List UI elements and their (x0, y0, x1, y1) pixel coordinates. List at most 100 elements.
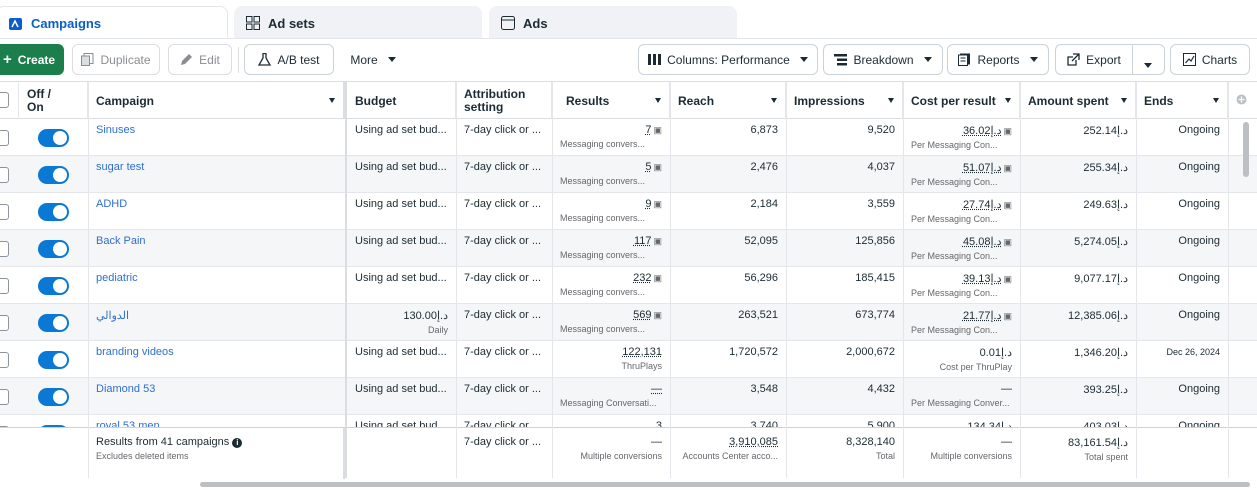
result-breakdown-icon[interactable]: ▣ (653, 125, 662, 135)
header-ends[interactable]: Ends (1136, 82, 1228, 119)
campaign-toggle[interactable] (38, 203, 69, 221)
cpr-sub: Per Messaging Con... (911, 214, 998, 224)
table-row[interactable]: الدوالي 130.00د.إ Daily 7-day click or ... 5… (0, 304, 1257, 341)
header-campaign[interactable]: Campaign (88, 82, 345, 119)
row-checkbox[interactable] (0, 315, 9, 331)
impressions-cell: 4,432 (867, 383, 895, 395)
result-breakdown-icon[interactable]: ▣ (1003, 200, 1012, 210)
table-row[interactable]: pediatric Using ad set bud... 7-day click … (0, 267, 1257, 304)
reach-cell: 1,720,572 (729, 346, 778, 358)
header-reach[interactable]: Reach (670, 82, 786, 119)
cost-per-result-cell: 134.34د.إ (903, 415, 1020, 428)
header-amount-spent[interactable]: Amount spent (1020, 82, 1136, 119)
result-breakdown-icon[interactable]: ▣ (1003, 126, 1012, 136)
row-checkbox[interactable] (0, 241, 9, 257)
reports-button[interactable]: Reports (947, 44, 1049, 75)
header-impressions[interactable]: Impressions (786, 82, 903, 119)
row-checkbox[interactable] (0, 130, 9, 146)
result-breakdown-icon[interactable]: ▣ (653, 310, 662, 320)
column-divider (1136, 81, 1137, 478)
header-cost-per-result[interactable]: Cost per result (903, 82, 1020, 119)
budget-cell: Using ad set bud... (347, 193, 456, 229)
campaign-name[interactable]: ADHD (96, 198, 128, 210)
more-button[interactable]: More (340, 44, 406, 75)
campaign-toggle[interactable] (38, 277, 69, 295)
results-cell: 122,131 ThruPlays (552, 341, 670, 377)
campaign-toggle[interactable] (38, 129, 69, 147)
tab-ad-sets[interactable]: Ad sets (234, 6, 482, 40)
select-all-checkbox[interactable] (0, 92, 9, 108)
ab-test-label: A/B test (277, 52, 320, 67)
vertical-scrollbar[interactable] (1243, 122, 1249, 177)
table-row[interactable]: Diamond 53 Using ad set bud... 7-day click… (0, 378, 1257, 415)
result-breakdown-icon[interactable]: ▣ (653, 162, 662, 172)
chevron-down-icon (1029, 57, 1038, 62)
result-breakdown-icon[interactable]: ▣ (653, 236, 662, 246)
results-value[interactable]: 569 (633, 309, 652, 321)
tab-campaigns[interactable]: Campaigns (0, 6, 228, 40)
row-checkbox[interactable] (0, 278, 9, 294)
row-checkbox[interactable] (0, 352, 9, 368)
export-options-button[interactable] (1140, 57, 1152, 71)
results-cell: — Messaging Conversati... (552, 378, 670, 414)
header-attribution[interactable]: Attribution setting (456, 82, 552, 119)
budget-cell: Using ad set bud... (347, 341, 456, 377)
header-results[interactable]: Results (552, 82, 670, 119)
add-column-button[interactable] (1228, 82, 1257, 119)
result-breakdown-icon[interactable]: ▣ (653, 199, 662, 209)
result-breakdown-icon[interactable]: ▣ (653, 273, 662, 283)
sort-caret-icon (771, 98, 777, 103)
row-checkbox[interactable] (0, 389, 9, 405)
summary-title-cell: Results from 41 campaigns i Excludes del… (88, 428, 345, 479)
results-value[interactable]: 232 (633, 272, 652, 284)
campaign-name[interactable]: pediatric (96, 272, 138, 284)
table-row[interactable]: branding videos Using ad set bud... 7-day … (0, 341, 1257, 378)
edit-button[interactable]: Edit (168, 44, 232, 75)
results-value[interactable]: 117 (633, 235, 652, 247)
export-button[interactable]: Export (1055, 44, 1165, 75)
result-breakdown-icon[interactable]: ▣ (1003, 237, 1012, 247)
campaign-toggle[interactable] (38, 314, 69, 332)
result-breakdown-icon[interactable]: ▣ (1003, 311, 1012, 321)
results-value[interactable]: 122,131 (622, 346, 662, 358)
campaign-toggle[interactable] (38, 166, 69, 184)
header-off-on[interactable]: Off / On (19, 82, 88, 119)
impressions-cell: 5,900 (867, 420, 895, 429)
reach-cell: 2,184 (750, 198, 778, 210)
result-breakdown-icon[interactable]: ▣ (1003, 163, 1012, 173)
campaign-name[interactable]: الدوالي (96, 310, 130, 322)
results-value[interactable]: — (651, 383, 662, 395)
results-value[interactable]: 5 (645, 161, 652, 173)
campaign-toggle[interactable] (38, 240, 69, 258)
campaign-name[interactable]: Diamond 53 (96, 383, 156, 395)
campaign-toggle[interactable] (38, 351, 69, 369)
plus-icon: + (2, 51, 12, 68)
columns-button[interactable]: Columns: Performance (638, 44, 818, 75)
ab-test-button[interactable]: A/B test (244, 44, 334, 75)
charts-button[interactable]: Charts (1170, 44, 1250, 75)
results-value[interactable]: 9 (645, 198, 652, 210)
header-budget[interactable]: Budget (347, 82, 456, 119)
edit-label: Edit (199, 52, 220, 67)
results-value[interactable]: 7 (645, 124, 652, 136)
table-row[interactable]: Back Pain Using ad set bud... 7-day click … (0, 230, 1257, 267)
row-checkbox[interactable] (0, 204, 9, 220)
result-breakdown-icon[interactable]: ▣ (1003, 274, 1012, 284)
breakdown-button[interactable]: Breakdown (823, 44, 943, 75)
horizontal-scrollbar[interactable] (200, 482, 1250, 487)
table-row[interactable]: ADHD Using ad set bud... 7-day click or ..… (0, 193, 1257, 230)
tab-ads[interactable]: Ads (489, 6, 737, 40)
campaign-name[interactable]: Back Pain (96, 235, 146, 247)
row-checkbox[interactable] (0, 167, 9, 183)
campaign-toggle[interactable] (38, 388, 69, 406)
campaign-name[interactable]: sugar test (96, 161, 145, 173)
campaign-name[interactable]: royal 53 men (96, 420, 160, 429)
create-button[interactable]: + Create (0, 44, 64, 75)
info-icon[interactable]: i (232, 438, 243, 448)
table-row[interactable]: Sinuses Using ad set bud... 7-day click or… (0, 119, 1257, 156)
results-value[interactable]: 3 (655, 420, 662, 429)
campaign-name[interactable]: branding videos (96, 346, 174, 358)
duplicate-button[interactable]: Duplicate (72, 44, 160, 75)
campaign-name[interactable]: Sinuses (96, 124, 136, 136)
table-row[interactable]: sugar test Using ad set bud... 7-day click… (0, 156, 1257, 193)
